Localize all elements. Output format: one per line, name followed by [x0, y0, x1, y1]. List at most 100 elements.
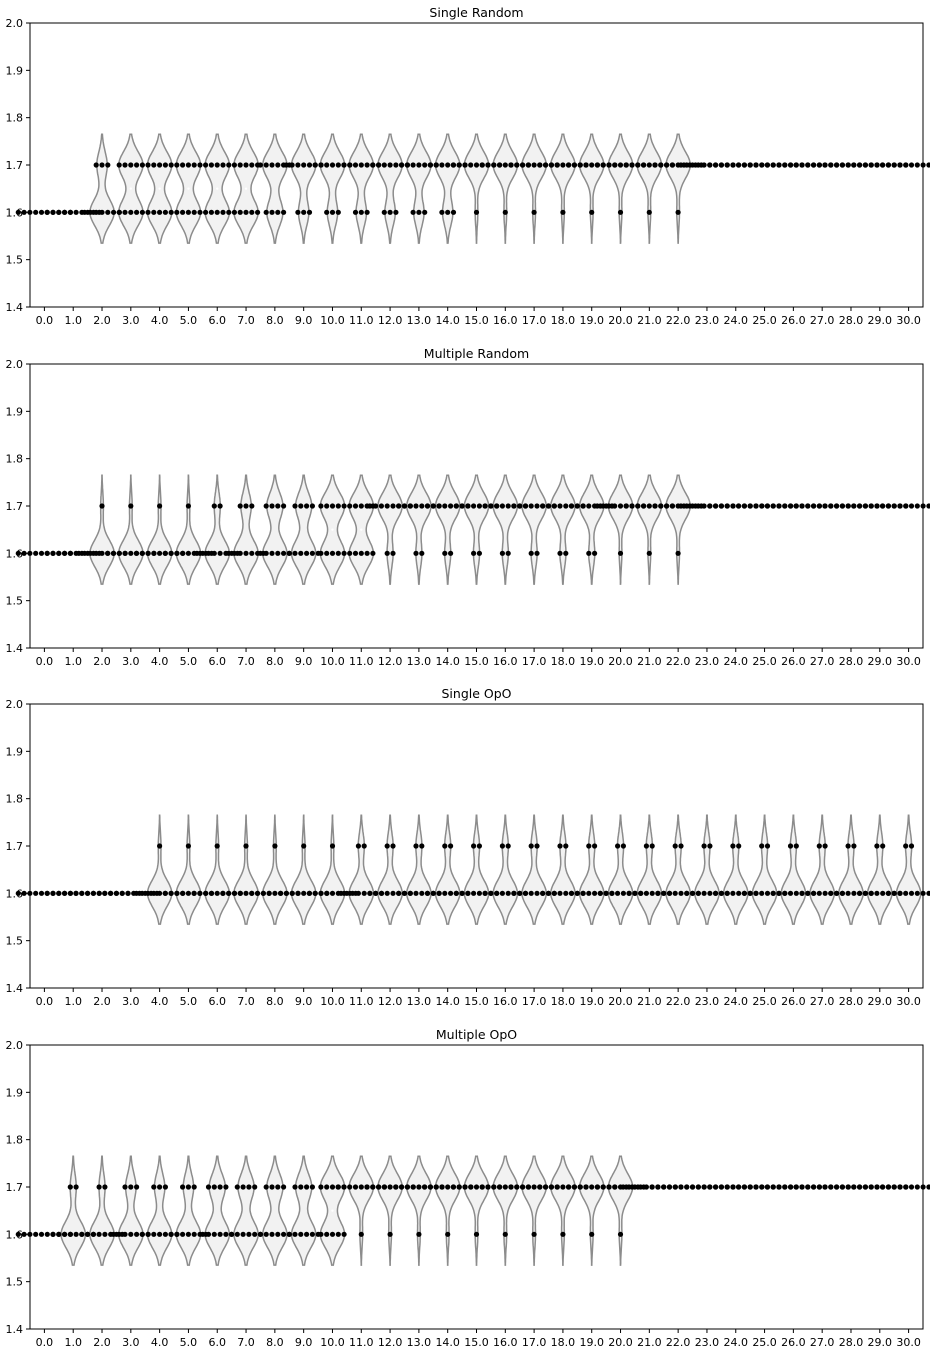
data-point — [107, 890, 114, 896]
data-point — [471, 503, 477, 509]
data-point — [620, 843, 627, 849]
data-point — [231, 890, 237, 896]
data-point — [496, 1184, 503, 1190]
data-point — [373, 503, 379, 509]
x-tick-label: 7.0 — [237, 655, 255, 668]
data-point — [445, 162, 451, 168]
data-point — [318, 890, 324, 896]
x-tick-label: 16.0 — [493, 1336, 518, 1349]
data-point — [718, 503, 724, 509]
data-point — [589, 1231, 595, 1237]
data-point — [21, 890, 27, 896]
data-point — [753, 1184, 759, 1190]
data-point — [38, 890, 45, 896]
x-tick-label: 27.0 — [810, 1336, 835, 1349]
data-point — [419, 550, 425, 556]
data-point — [263, 503, 269, 509]
data-point — [828, 162, 834, 168]
data-point — [266, 890, 272, 896]
x-tick-label: 21.0 — [637, 995, 662, 1008]
violin — [348, 1155, 375, 1266]
data-point — [364, 550, 370, 556]
violin — [694, 814, 720, 925]
data-point — [249, 890, 255, 896]
data-point — [880, 843, 886, 849]
data-point — [145, 162, 151, 168]
data-point — [67, 1184, 73, 1190]
data-point — [82, 550, 88, 556]
data-point — [583, 1184, 589, 1190]
data-point — [600, 1184, 606, 1190]
data-point — [318, 1184, 324, 1190]
data-point — [191, 890, 197, 896]
data-point — [341, 162, 347, 168]
data-point — [44, 209, 50, 215]
data-point — [352, 162, 359, 168]
median-marker — [158, 187, 161, 190]
data-point — [753, 162, 759, 168]
data-point — [367, 890, 373, 896]
data-point — [226, 162, 232, 168]
data-point — [701, 843, 707, 849]
data-point — [908, 843, 915, 849]
data-point — [459, 890, 465, 896]
data-point — [926, 162, 930, 168]
x-tick-label: 26.0 — [781, 1336, 806, 1349]
x-tick-label: 17.0 — [522, 314, 547, 327]
data-point — [96, 1231, 102, 1237]
data-point — [358, 503, 364, 509]
data-point — [263, 1184, 269, 1190]
data-point — [678, 503, 684, 509]
data-point — [793, 162, 799, 168]
data-point — [427, 1184, 433, 1190]
data-point — [635, 503, 641, 509]
data-point — [592, 550, 598, 556]
data-point — [908, 162, 915, 168]
data-point — [643, 890, 650, 896]
data-point — [410, 1184, 416, 1190]
data-point — [839, 503, 845, 509]
data-point — [805, 503, 811, 509]
data-point — [139, 1231, 145, 1237]
data-point — [620, 1184, 626, 1190]
data-point — [499, 843, 505, 849]
x-tick-label: 17.0 — [522, 1336, 547, 1349]
data-point — [410, 162, 416, 168]
data-point — [776, 162, 782, 168]
data-point — [542, 162, 549, 168]
violin — [578, 1155, 605, 1266]
data-point — [352, 503, 359, 509]
x-tick-label: 28.0 — [839, 314, 864, 327]
data-point — [205, 550, 212, 556]
data-point — [565, 1184, 572, 1190]
data-point — [390, 503, 396, 509]
data-point — [810, 503, 817, 509]
data-point — [764, 890, 771, 896]
data-point — [67, 890, 73, 896]
data-point — [632, 890, 638, 896]
data-point — [185, 162, 191, 168]
data-point — [185, 1231, 191, 1237]
data-point — [269, 162, 275, 168]
data-point — [868, 162, 874, 168]
data-point — [753, 503, 759, 509]
data-point — [632, 1184, 638, 1190]
violin — [434, 133, 461, 244]
data-point — [105, 209, 111, 215]
data-point — [174, 162, 180, 168]
data-point — [416, 209, 422, 215]
data-point — [675, 209, 681, 215]
data-point — [646, 162, 652, 168]
data-point — [375, 1184, 382, 1190]
data-point — [134, 209, 140, 215]
x-tick-label: 5.0 — [180, 655, 198, 668]
data-point — [347, 503, 353, 509]
x-tick-label: 1.0 — [64, 314, 82, 327]
data-point — [816, 1184, 822, 1190]
data-point — [329, 1184, 336, 1190]
data-point — [672, 843, 678, 849]
data-point — [476, 550, 482, 556]
data-point — [174, 890, 180, 896]
data-point — [845, 1184, 851, 1190]
